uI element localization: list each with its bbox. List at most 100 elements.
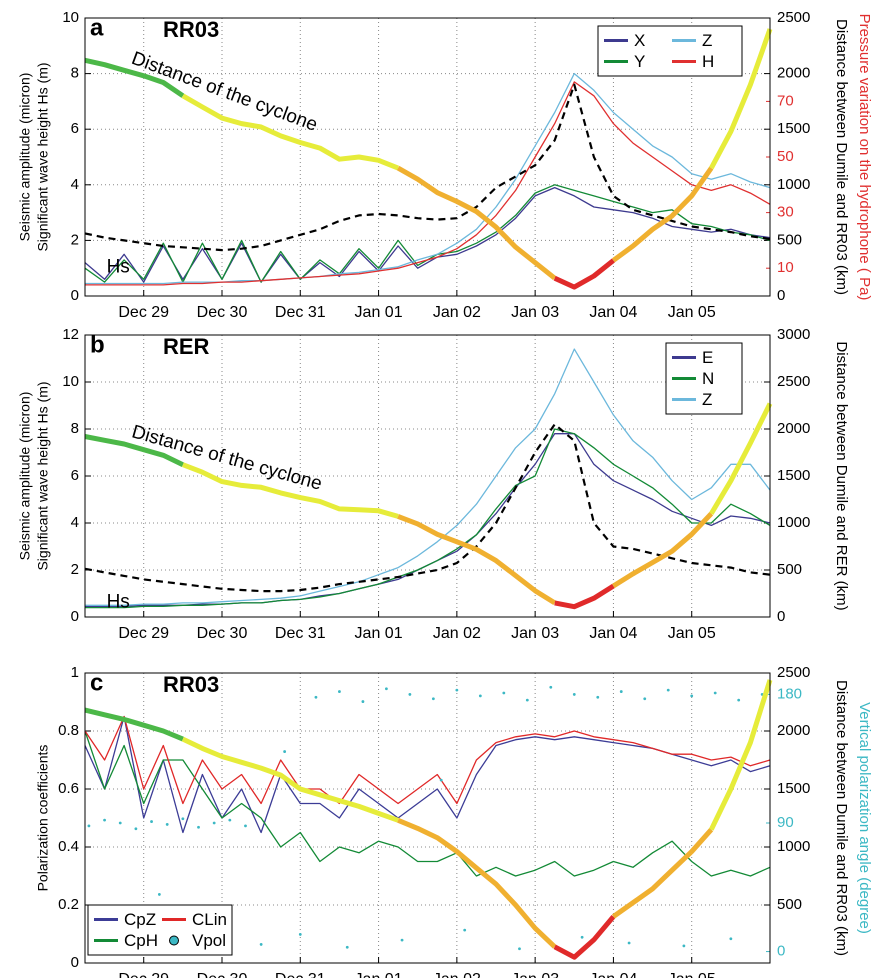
panel-label: b — [90, 331, 105, 358]
y-tick-label: 12 — [62, 326, 79, 343]
x-tick-label: Jan 01 — [355, 971, 403, 978]
scatter-point — [165, 823, 169, 826]
y2-axis-label: Distance between Dumile and RER (km) — [833, 341, 850, 610]
scatter-point — [400, 938, 404, 942]
y3-tick-label: 50 — [777, 148, 794, 165]
y2-tick-label: 2000 — [777, 420, 810, 437]
y-axis-label: Significant wave height Hs (m) — [35, 62, 51, 251]
y-tick-label: 0 — [71, 287, 79, 304]
y-tick-label: 10 — [62, 9, 79, 26]
legend-label: CpH — [124, 931, 158, 950]
panel: Dec 29 Dec 30 Dec 31 Jan 01 Jan 02 Jan 03 Jan … — [17, 9, 873, 321]
distance-line — [553, 258, 615, 290]
scatter-point — [549, 685, 553, 689]
scatter-point — [244, 824, 247, 828]
y-tick-label: 4 — [71, 176, 79, 193]
y-tick-label: 0 — [71, 954, 79, 971]
y2-tick-label: 1500 — [777, 120, 810, 137]
series-line — [84, 730, 771, 877]
scatter-point — [181, 817, 185, 821]
series-annotation: Hs — [107, 591, 130, 612]
y2-tick-label: 0 — [777, 608, 785, 625]
panel-title: RR03 — [163, 672, 219, 697]
x-tick-label: Jan 03 — [511, 971, 559, 978]
scatter-point — [525, 698, 529, 702]
y2-tick-label: 0 — [777, 287, 785, 304]
scatter-point — [627, 941, 631, 945]
distance-line — [84, 434, 184, 467]
y-axis-label: Seismic amplitude (micron) — [17, 392, 33, 561]
scatter-point — [455, 688, 459, 692]
scatter-point — [197, 825, 200, 829]
y-tick-label: 2 — [71, 231, 79, 248]
plot-frame — [84, 17, 771, 297]
scatter-point — [212, 821, 216, 825]
distance-line — [84, 57, 185, 98]
panel-title: RER — [163, 334, 210, 359]
scatter-point — [314, 695, 318, 699]
x-tick-label: Dec 31 — [275, 971, 326, 978]
scatter-point — [729, 937, 733, 941]
y2-tick-label: 1500 — [777, 467, 810, 484]
series-line — [85, 428, 771, 609]
y-tick-label: 0 — [71, 608, 79, 625]
legend-label: CpZ — [124, 910, 156, 929]
y-axis-label: Seismic amplitude (micron) — [17, 73, 33, 242]
scatter-point — [463, 928, 467, 932]
distance-line — [181, 736, 399, 823]
y2-tick-label: 1000 — [777, 176, 810, 193]
legend-label: X — [634, 31, 645, 50]
distance-line — [84, 707, 184, 742]
x-tick-label: Jan 02 — [433, 304, 481, 321]
scatter-point — [103, 818, 106, 822]
scatter-point — [134, 827, 138, 831]
y2-tick-label: 2000 — [777, 65, 810, 82]
y-tick-label: 0.4 — [58, 838, 79, 855]
x-tick-label: Dec 29 — [118, 971, 169, 978]
scatter-point — [478, 694, 482, 698]
x-tick-label: Jan 04 — [589, 625, 637, 642]
scatter-point — [580, 935, 584, 939]
y-tick-label: 8 — [71, 420, 79, 437]
scatter-point — [596, 695, 600, 699]
x-tick-label: Dec 29 — [118, 625, 169, 642]
series-line — [85, 348, 771, 606]
scatter-point — [666, 688, 670, 692]
y2-tick-label: 500 — [777, 896, 802, 913]
distance-line — [397, 514, 557, 606]
legend-box — [87, 904, 233, 956]
x-tick-label: Jan 02 — [433, 971, 481, 978]
y-axis-label: Significant wave height Hs (m) — [35, 381, 51, 570]
x-tick-label: Jan 05 — [668, 625, 716, 642]
y-tick-label: 0.6 — [58, 780, 79, 797]
y2-tick-label: 500 — [777, 231, 802, 248]
x-tick-label: Dec 30 — [197, 304, 248, 321]
x-tick-label: Jan 01 — [355, 625, 403, 642]
distance-line — [553, 914, 616, 960]
scatter-point — [157, 893, 161, 896]
legend-label: H — [702, 52, 714, 71]
scatter-point — [408, 693, 412, 696]
y-tick-label: 10 — [62, 373, 79, 390]
scatter-point — [619, 690, 623, 693]
legend-label: E — [702, 348, 713, 367]
x-tick-label: Jan 04 — [589, 304, 637, 321]
plot-frame — [84, 334, 771, 618]
y3-tick-label: 0 — [777, 943, 785, 960]
scatter-point — [345, 945, 349, 949]
x-tick-label: Jan 01 — [355, 304, 403, 321]
y-tick-label: 6 — [71, 467, 79, 484]
distance-line — [709, 679, 773, 831]
scatter-point — [690, 694, 694, 698]
scatter-point — [259, 943, 263, 946]
y3-tick-label: 30 — [777, 204, 794, 221]
distance-line — [709, 28, 773, 170]
x-tick-label: Dec 31 — [275, 625, 326, 642]
y-tick-label: 2 — [71, 561, 79, 578]
y2-tick-label: 1000 — [777, 514, 810, 531]
y-tick-label: 4 — [71, 514, 79, 531]
x-tick-label: Jan 05 — [668, 971, 716, 978]
scatter-point — [643, 697, 647, 701]
distance-line — [611, 166, 714, 263]
